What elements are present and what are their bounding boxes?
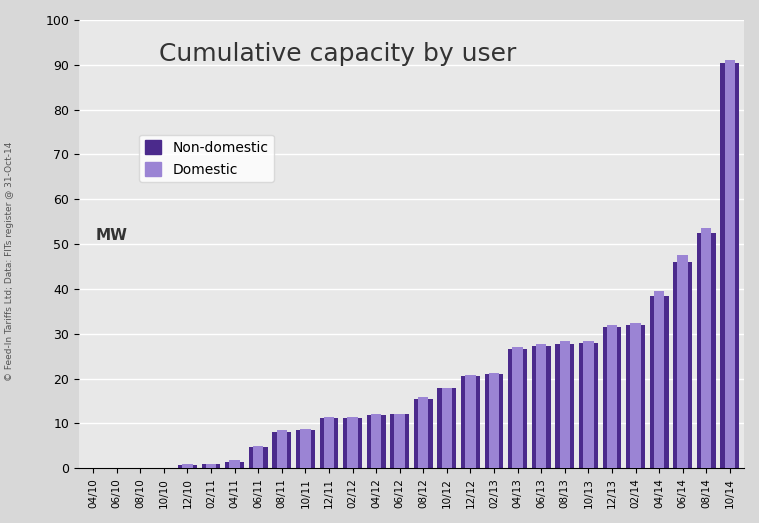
Bar — [630, 323, 641, 468]
Bar — [206, 464, 216, 468]
Legend: Non-domestic, Domestic: Non-domestic, Domestic — [139, 134, 274, 182]
Bar — [343, 418, 362, 468]
Bar — [367, 415, 386, 468]
Bar — [556, 344, 575, 468]
Bar — [654, 291, 664, 468]
Bar — [253, 446, 263, 468]
Bar — [320, 418, 339, 468]
Bar — [579, 343, 598, 468]
Bar — [182, 464, 193, 468]
Text: © Feed-In Tariffs Ltd; Data: FITs register @ 31-Oct-14: © Feed-In Tariffs Ltd; Data: FITs regist… — [5, 142, 14, 381]
Bar — [606, 325, 617, 468]
Bar — [249, 447, 268, 468]
Bar — [697, 233, 716, 468]
Bar — [390, 415, 409, 468]
Bar — [178, 465, 197, 468]
Text: Cumulative capacity by user: Cumulative capacity by user — [159, 42, 516, 66]
Bar — [673, 262, 692, 468]
Bar — [300, 429, 310, 468]
Bar — [371, 415, 381, 468]
Bar — [225, 462, 244, 468]
Bar — [583, 340, 594, 468]
Bar — [418, 397, 429, 468]
Bar — [678, 255, 688, 468]
Bar — [484, 374, 503, 468]
Bar — [559, 342, 570, 468]
Bar — [202, 464, 220, 468]
Bar — [536, 344, 546, 468]
Bar — [650, 295, 669, 468]
Bar — [725, 60, 735, 468]
Bar — [324, 417, 334, 468]
Bar — [465, 375, 476, 468]
Bar — [512, 347, 523, 468]
Text: MW: MW — [96, 228, 128, 243]
Bar — [442, 388, 452, 468]
Bar — [272, 431, 291, 468]
Bar — [509, 349, 527, 468]
Bar — [437, 389, 456, 468]
Bar — [348, 417, 357, 468]
Bar — [603, 327, 622, 468]
Bar — [720, 63, 739, 468]
Bar — [395, 414, 405, 468]
Bar — [276, 430, 287, 468]
Bar — [532, 346, 550, 468]
Bar — [701, 229, 711, 468]
Bar — [626, 325, 645, 468]
Bar — [296, 430, 315, 468]
Bar — [489, 373, 499, 468]
Bar — [229, 460, 240, 468]
Bar — [461, 377, 480, 468]
Bar — [414, 399, 433, 468]
